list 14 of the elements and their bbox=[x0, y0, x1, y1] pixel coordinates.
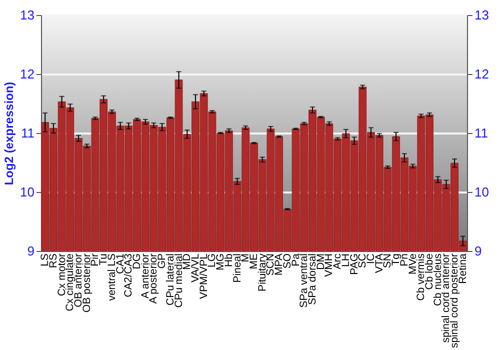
x-tick-label: Tg bbox=[390, 253, 402, 266]
y-tick-label: 10 bbox=[20, 184, 34, 200]
y2-tick-label: 10 bbox=[474, 184, 489, 200]
x-tick-label: Retina bbox=[456, 253, 469, 284]
y2-tick-label: 13 bbox=[474, 8, 489, 22]
y-tick-label: 13 bbox=[20, 8, 34, 22]
y-axis-title: Log2 (expression) bbox=[2, 82, 16, 186]
y-tick-label: 9 bbox=[27, 244, 34, 258]
y2-tick-label: 9 bbox=[474, 244, 482, 258]
x-tick-label: RS bbox=[47, 254, 60, 268]
y2-tick-label: 12 bbox=[474, 66, 489, 82]
y2-tick-label: 11 bbox=[474, 126, 488, 140]
y-tick-label: 12 bbox=[20, 66, 34, 82]
y-tick-label: 11 bbox=[21, 126, 34, 140]
